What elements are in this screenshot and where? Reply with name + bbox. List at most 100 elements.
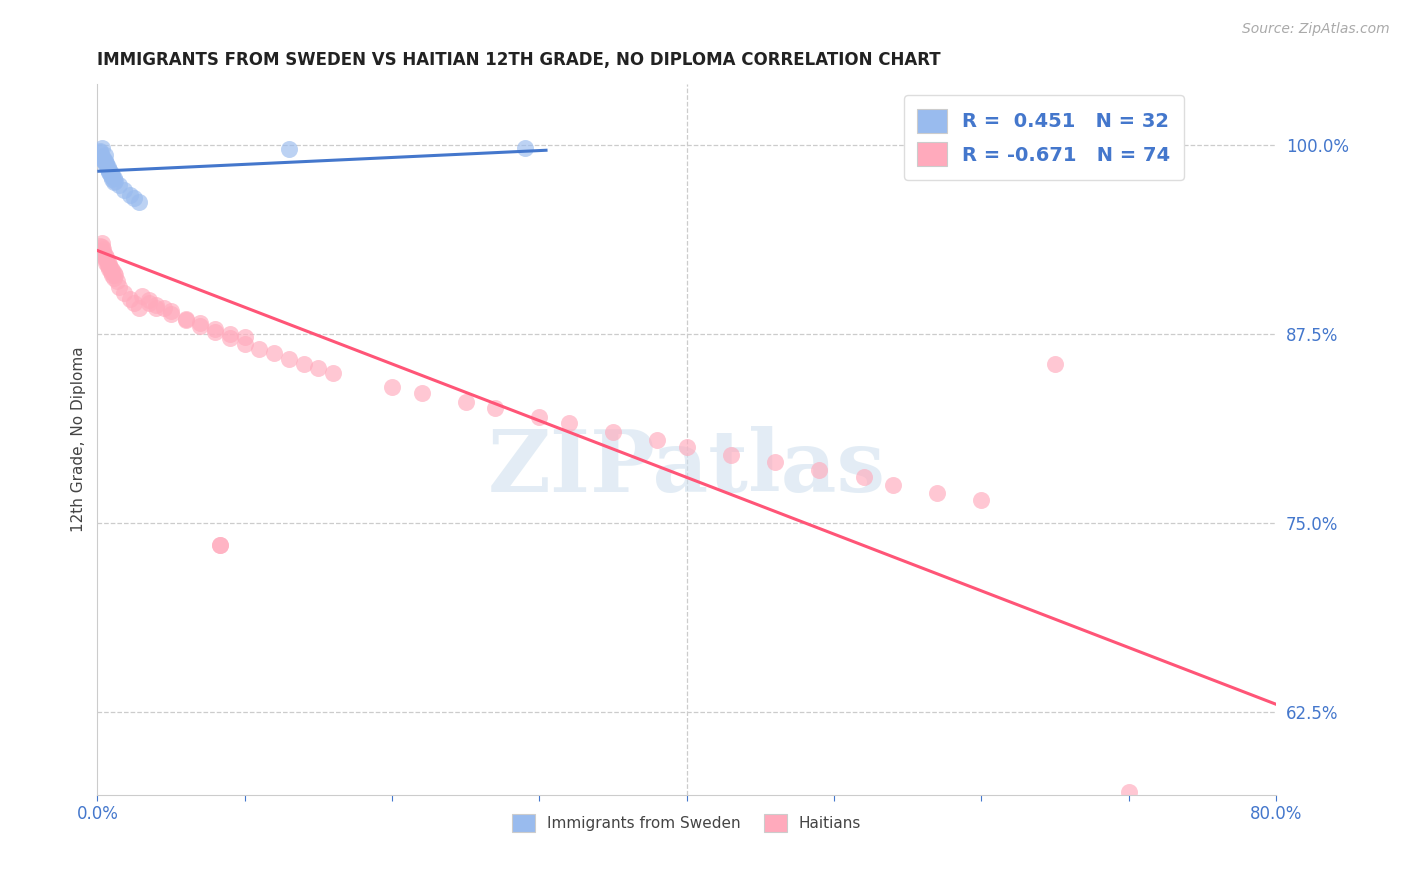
- Point: [122, 190, 145, 204]
- Point: [96, 159, 118, 173]
- Point: [89, 145, 111, 160]
- Point: [645, 433, 668, 447]
- Point: [104, 268, 127, 282]
- Point: [97, 161, 120, 176]
- Point: [307, 361, 329, 376]
- Point: [720, 448, 742, 462]
- Point: [808, 463, 831, 477]
- Point: [1118, 785, 1140, 799]
- Point: [484, 401, 506, 415]
- Point: [100, 265, 122, 279]
- Point: [91, 242, 114, 256]
- Point: [98, 259, 121, 273]
- Point: [101, 172, 124, 186]
- Point: [101, 268, 124, 282]
- Point: [98, 257, 121, 271]
- Point: [204, 325, 226, 339]
- Point: [160, 307, 183, 321]
- Point: [96, 255, 118, 269]
- Point: [97, 161, 120, 175]
- Point: [160, 304, 183, 318]
- Point: [96, 252, 118, 267]
- Point: [219, 326, 242, 341]
- Point: [128, 301, 150, 315]
- Point: [128, 195, 150, 210]
- Point: [100, 169, 122, 184]
- Point: [93, 148, 115, 162]
- Point: [145, 301, 167, 315]
- Point: [112, 285, 135, 300]
- Point: [101, 168, 124, 182]
- Point: [277, 142, 299, 156]
- Y-axis label: 12th Grade, No Diploma: 12th Grade, No Diploma: [72, 347, 86, 533]
- Point: [763, 455, 786, 469]
- Text: IMMIGRANTS FROM SWEDEN VS HAITIAN 12TH GRADE, NO DIPLOMA CORRELATION CHART: IMMIGRANTS FROM SWEDEN VS HAITIAN 12TH G…: [97, 51, 941, 69]
- Point: [108, 178, 131, 193]
- Point: [93, 154, 115, 169]
- Point: [118, 187, 141, 202]
- Text: Source: ZipAtlas.com: Source: ZipAtlas.com: [1241, 22, 1389, 37]
- Point: [98, 165, 121, 179]
- Point: [104, 174, 127, 188]
- Point: [174, 313, 197, 327]
- Point: [90, 240, 112, 254]
- Point: [529, 409, 551, 424]
- Point: [89, 144, 111, 158]
- Point: [105, 274, 128, 288]
- Point: [152, 301, 174, 315]
- Point: [97, 255, 120, 269]
- Point: [100, 261, 122, 276]
- Point: [882, 478, 904, 492]
- Point: [1043, 357, 1066, 371]
- Point: [190, 316, 212, 330]
- Point: [263, 346, 285, 360]
- Point: [90, 141, 112, 155]
- Point: [100, 166, 122, 180]
- Point: [675, 440, 697, 454]
- Point: [103, 176, 125, 190]
- Point: [97, 259, 120, 273]
- Point: [602, 425, 624, 439]
- Point: [98, 165, 121, 179]
- Point: [249, 342, 271, 356]
- Point: [90, 235, 112, 250]
- Legend: Immigrants from Sweden, Haitians: Immigrants from Sweden, Haitians: [506, 808, 868, 838]
- Point: [208, 539, 231, 553]
- Point: [204, 322, 226, 336]
- Point: [103, 170, 125, 185]
- Point: [233, 337, 256, 351]
- Point: [233, 329, 256, 343]
- Point: [138, 296, 160, 310]
- Point: [90, 150, 112, 164]
- Point: [101, 169, 124, 184]
- Point: [101, 263, 124, 277]
- Point: [93, 248, 115, 262]
- Point: [96, 157, 118, 171]
- Point: [103, 270, 125, 285]
- Point: [98, 261, 121, 276]
- Point: [322, 366, 344, 380]
- Point: [138, 293, 160, 308]
- Text: ZIPatlas: ZIPatlas: [488, 426, 886, 510]
- Point: [103, 266, 125, 280]
- Point: [208, 539, 231, 553]
- Point: [91, 151, 114, 165]
- Point: [131, 289, 153, 303]
- Point: [118, 292, 141, 306]
- Point: [454, 394, 477, 409]
- Point: [292, 357, 315, 371]
- Point: [96, 155, 118, 169]
- Point: [96, 250, 118, 264]
- Point: [927, 485, 949, 500]
- Point: [513, 141, 536, 155]
- Point: [112, 183, 135, 197]
- Point: [91, 153, 114, 167]
- Point: [852, 470, 875, 484]
- Point: [190, 319, 212, 334]
- Point: [91, 153, 114, 167]
- Point: [970, 493, 993, 508]
- Point: [108, 280, 131, 294]
- Point: [277, 352, 299, 367]
- Point: [89, 244, 111, 258]
- Point: [145, 298, 167, 312]
